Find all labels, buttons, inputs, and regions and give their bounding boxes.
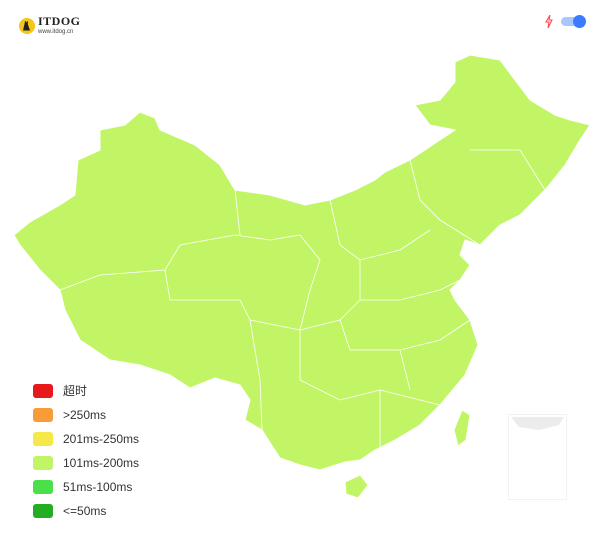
legend-item[interactable]: 201ms-250ms (33, 427, 139, 451)
mainland-region[interactable] (13, 54, 591, 471)
mode-toggle[interactable] (561, 15, 586, 28)
south-china-sea-inset (508, 414, 567, 500)
legend-swatch (33, 384, 53, 398)
province-borders (59, 149, 546, 450)
dog-logo-icon (19, 17, 35, 34)
legend-label: >250ms (63, 408, 107, 422)
legend-swatch (33, 456, 53, 470)
legend-label: 201ms-250ms (63, 432, 140, 446)
logo-url: www.itdog.cn (38, 29, 74, 35)
legend-swatch (33, 504, 53, 518)
legend-item[interactable]: 超时 (33, 379, 139, 403)
legend-label: 51ms-100ms (63, 480, 133, 494)
legend-item[interactable]: <=50ms (33, 499, 139, 523)
toggle-knob (573, 15, 586, 28)
legend-swatch (33, 432, 53, 446)
legend-label: <=50ms (63, 504, 107, 518)
legend-item[interactable]: >250ms (33, 403, 139, 427)
lightning-icon[interactable] (545, 15, 553, 28)
legend-label: 超时 (63, 384, 88, 398)
legend-swatch (33, 480, 53, 494)
hainan-region[interactable] (344, 474, 369, 499)
legend-label: 101ms-200ms (63, 456, 140, 470)
logo-name: ITDOG (38, 14, 81, 28)
latency-legend: 超时 >250ms 201ms-250ms 101ms-200ms 51ms-1… (33, 379, 139, 523)
legend-item[interactable]: 51ms-100ms (33, 475, 139, 499)
taiwan-region[interactable] (453, 409, 471, 447)
legend-swatch (33, 408, 53, 422)
legend-item[interactable]: 101ms-200ms (33, 451, 139, 475)
itdog-logo[interactable]: ITDOG www.itdog.cn (19, 15, 81, 36)
